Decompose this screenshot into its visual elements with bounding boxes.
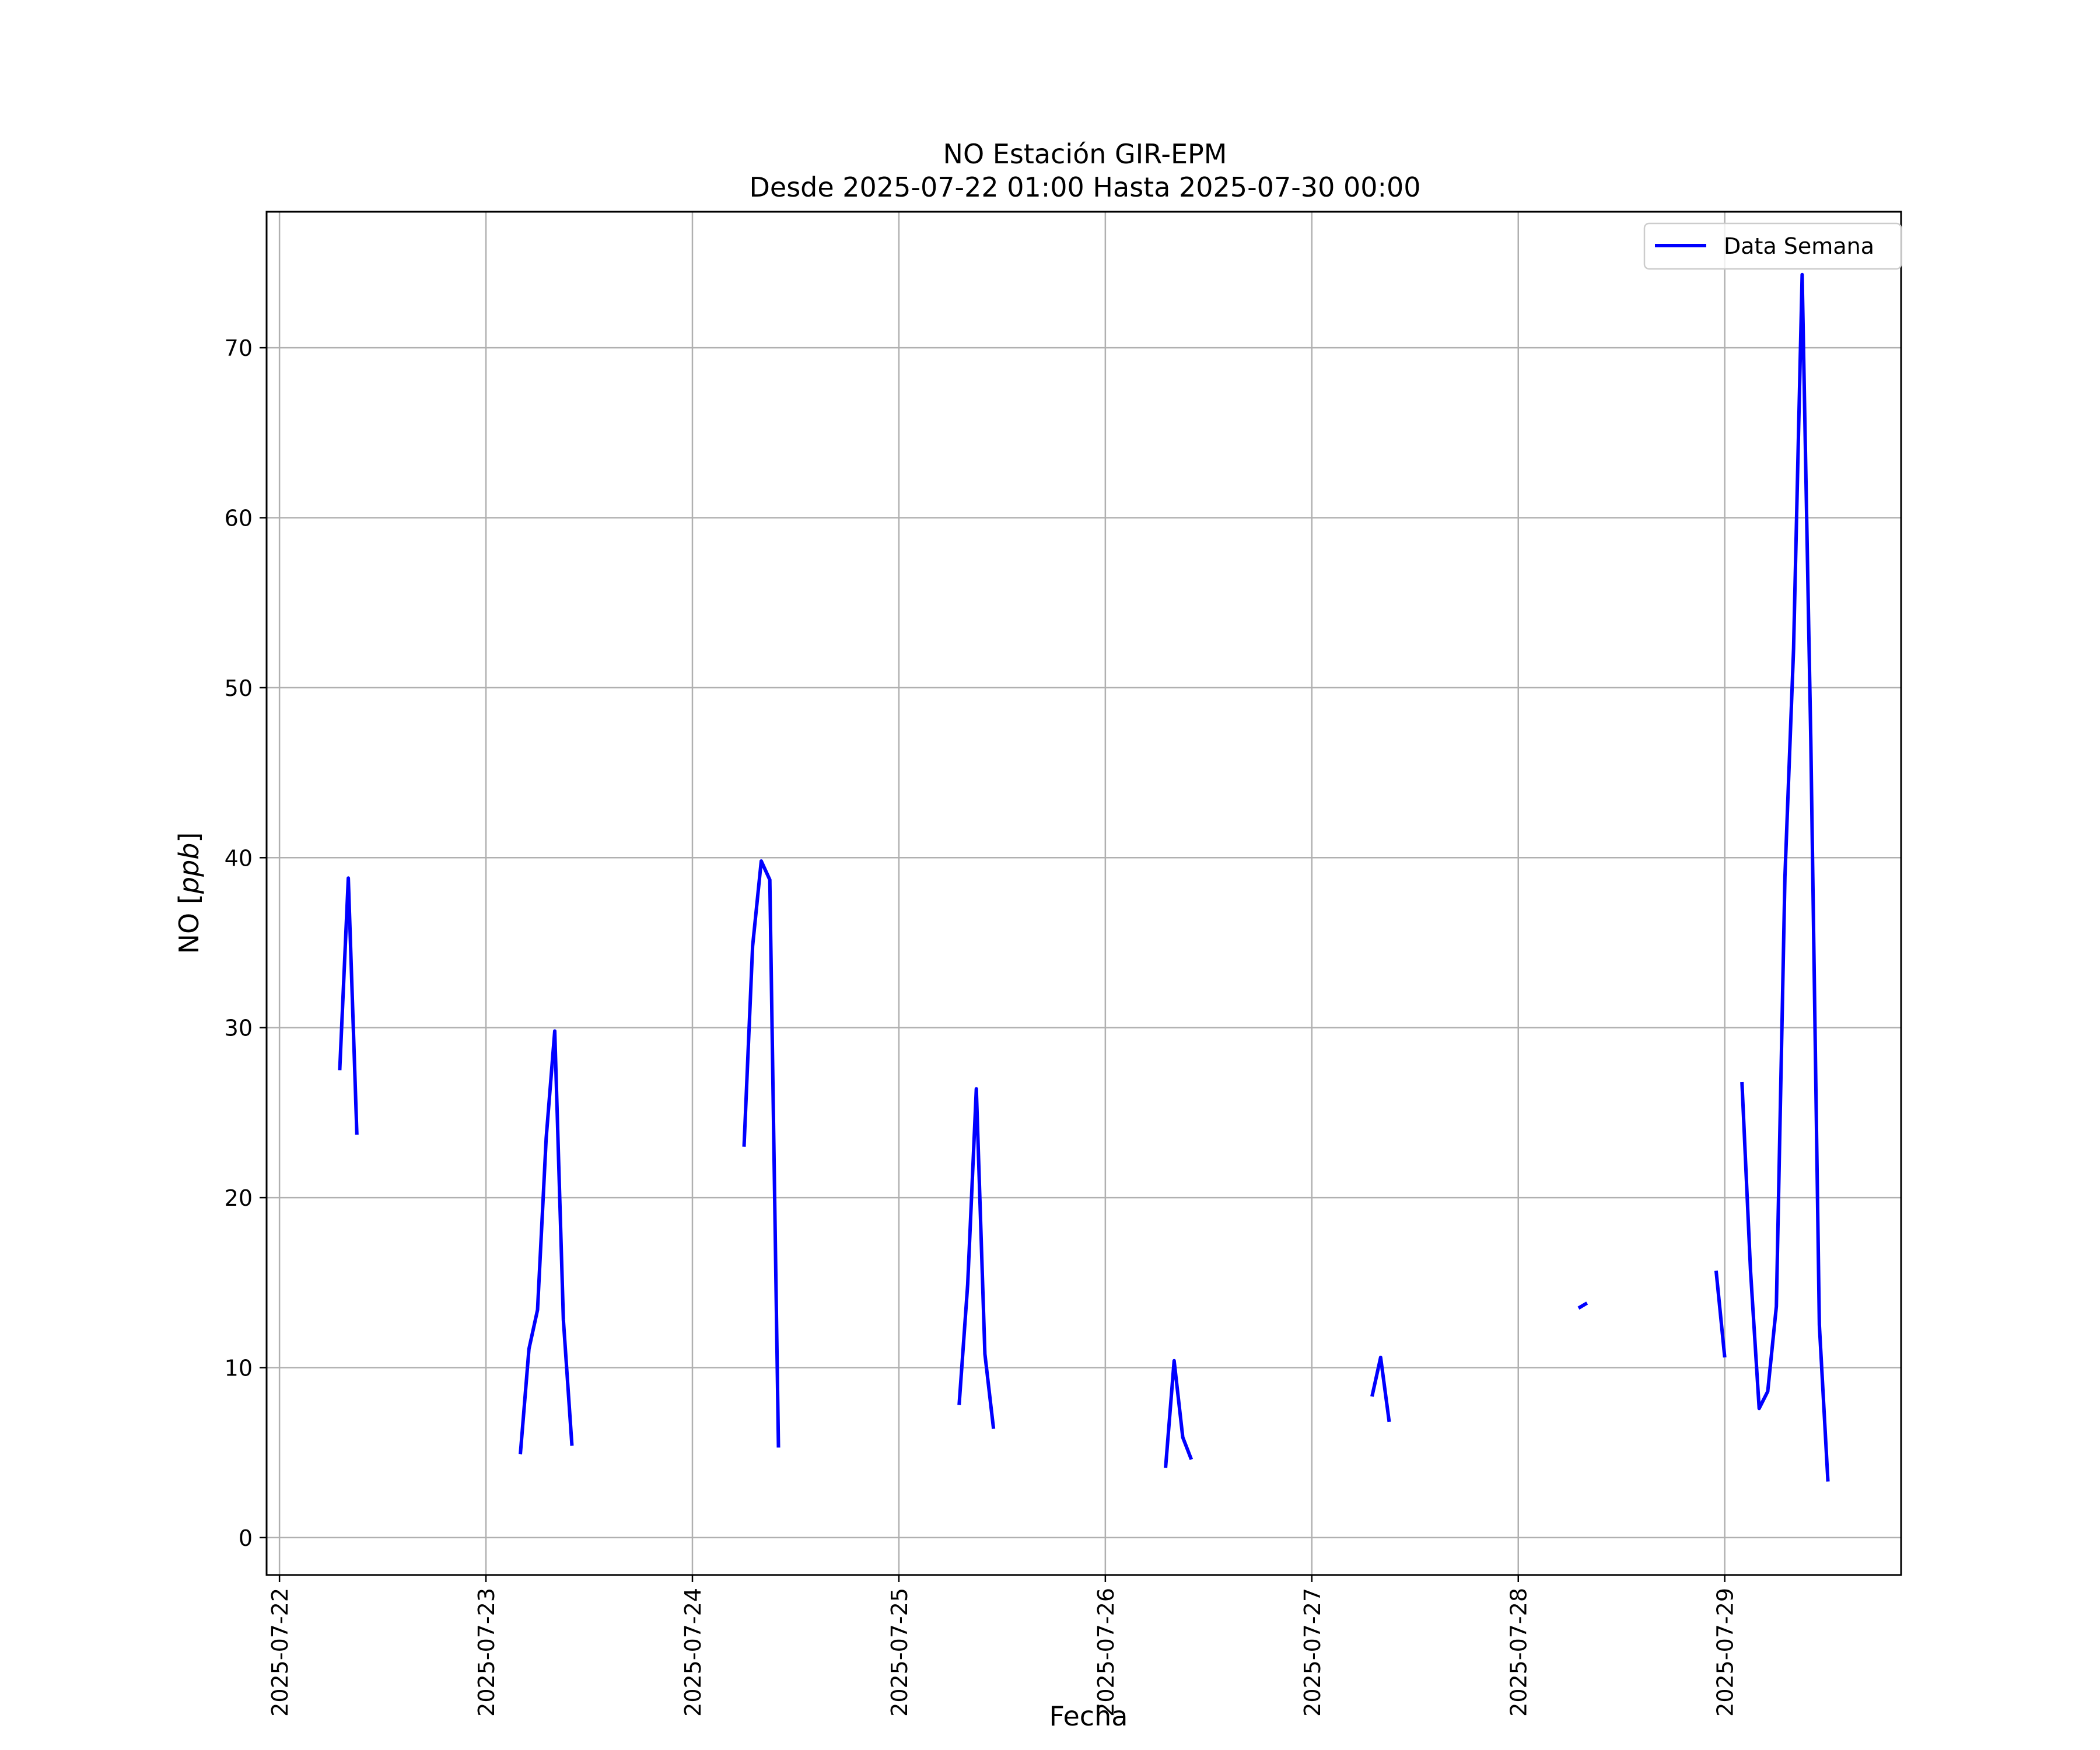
y-axis-label-unit: ppb xyxy=(173,843,205,895)
chart-subtitle: Desde 2025-07-22 01:00 Hasta 2025-07-30 … xyxy=(749,172,1420,203)
series-line-segment xyxy=(338,876,359,1135)
x-tick-label: 2025-07-27 xyxy=(1300,1588,1325,1717)
y-tick-label: 20 xyxy=(225,1185,253,1211)
x-axis-ticks: 2025-07-22 2025-07-23 2025-07-24 2025-07-25… xyxy=(267,1575,1738,1717)
y-tick-label: 60 xyxy=(225,506,253,531)
legend-label-data-semana: Data Semana xyxy=(1724,233,1874,259)
x-tick-label: 2025-07-29 xyxy=(1713,1588,1738,1717)
y-tick-label: 30 xyxy=(225,1016,253,1041)
x-axis-label: Fecha xyxy=(1049,1700,1128,1732)
plot-background xyxy=(267,212,1901,1575)
legend-box xyxy=(1643,222,1902,270)
chart-title: NO Estación GIR-EPM xyxy=(943,138,1227,170)
y-axis-label-prefix: NO [ xyxy=(173,894,205,954)
series-data-semana xyxy=(338,272,1830,1482)
y-tick-label: 0 xyxy=(239,1525,253,1551)
y-axis-label-suffix: ] xyxy=(173,832,205,843)
y-tick-label: 40 xyxy=(225,845,253,871)
series-line-segment xyxy=(1370,1356,1391,1423)
series-line-segment xyxy=(957,1087,996,1429)
x-tick-label: 2025-07-24 xyxy=(680,1588,706,1717)
y-tick-label: 70 xyxy=(225,335,253,361)
x-tick-label: 2025-07-26 xyxy=(1093,1588,1119,1717)
y-tick-label: 10 xyxy=(225,1355,253,1381)
x-tick-label: 2025-07-22 xyxy=(267,1588,293,1717)
legend: Data Semana xyxy=(1643,222,1902,270)
grid-lines xyxy=(267,212,1901,1575)
series-line-segment xyxy=(1164,1359,1194,1468)
series-line-segment xyxy=(1577,1301,1588,1310)
plot-frame xyxy=(265,211,1902,1576)
series-line-segment xyxy=(742,859,780,1448)
y-axis-label: NO [ppb] xyxy=(173,832,205,954)
series-line-segment xyxy=(1740,272,1830,1482)
x-tick-label: 2025-07-23 xyxy=(474,1588,499,1717)
series-line-segment xyxy=(519,1029,574,1455)
series-line-segment xyxy=(1714,1270,1727,1358)
y-axis-ticks: 0 10 20 30 40 50 60 70 xyxy=(225,335,267,1551)
x-tick-label: 2025-07-28 xyxy=(1506,1588,1532,1717)
y-tick-label: 50 xyxy=(225,676,253,701)
x-tick-label: 2025-07-25 xyxy=(887,1588,912,1717)
